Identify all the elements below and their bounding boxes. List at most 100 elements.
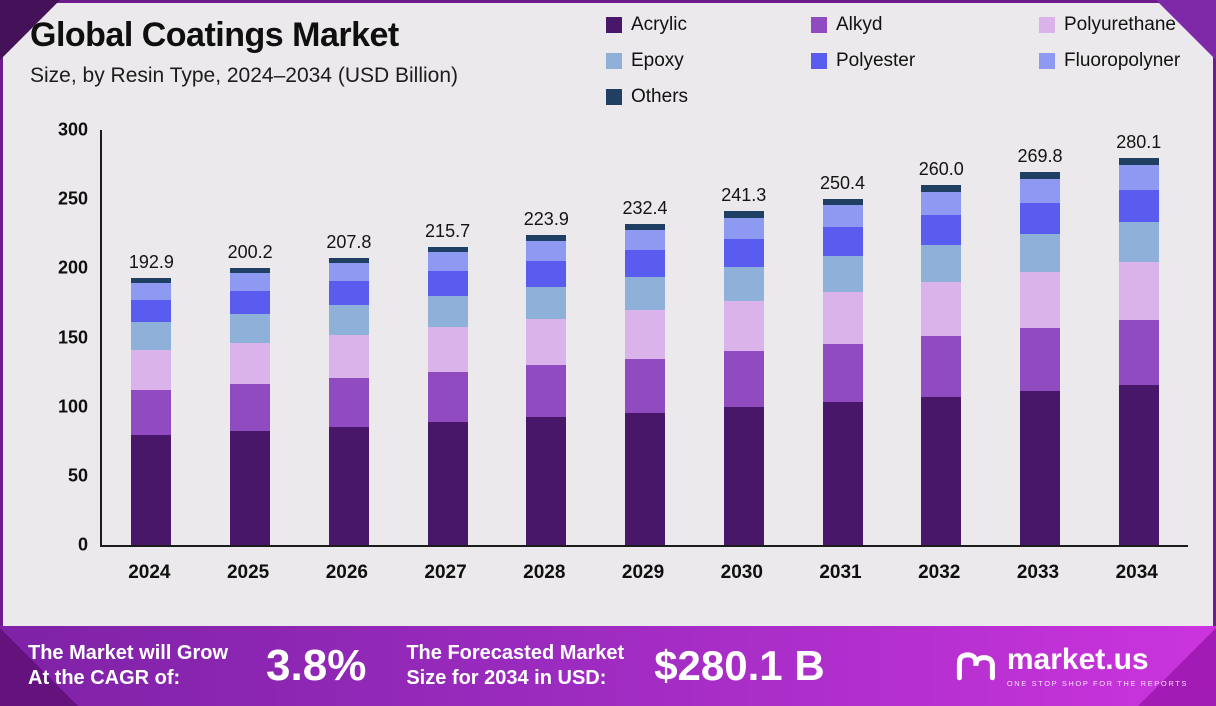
legend-item-acrylic: Acrylic: [606, 14, 811, 36]
bar-segment-acrylic: [1019, 391, 1060, 545]
bar-segment-epoxy: [723, 266, 764, 302]
bar-segment-acrylic: [822, 402, 863, 545]
brand-logo: market.us ONE STOP SHOP FOR THE REPORTS: [953, 642, 1188, 691]
bar-segment-epoxy: [1019, 233, 1060, 273]
bar-total-label: 192.9: [128, 252, 174, 273]
legend-label: Fluoropolyner: [1064, 50, 1181, 71]
footer-banner: The Market will Grow At the CAGR of: 3.8…: [0, 626, 1216, 706]
bar-segment-polyurethane: [1118, 262, 1159, 321]
bar-total-label: 269.8: [1017, 145, 1063, 166]
bar-segment-polyurethane: [328, 335, 369, 379]
bar-segment-polyurethane: [822, 291, 863, 344]
bar-segment-fluoropolyner: [723, 217, 764, 239]
forecast-value: $280.1 B: [654, 642, 825, 689]
bar-segment-alkyd: [131, 390, 172, 435]
x-axis-label: 2033: [1016, 562, 1060, 583]
stacked-bar: [723, 211, 764, 545]
stacked-bar: [131, 278, 172, 545]
bar-segment-polyurethane: [1019, 272, 1060, 329]
legend-swatch: [1039, 17, 1055, 33]
corner-decoration-top-left: [0, 0, 60, 60]
legend-swatch: [1039, 53, 1055, 69]
bar-segment-others: [921, 185, 962, 193]
bar-segment-others: [1118, 157, 1159, 165]
legend-swatch: [606, 17, 622, 33]
legend-label: Acrylic: [631, 14, 687, 35]
bar-segment-polyester: [723, 239, 764, 267]
bar-segment-epoxy: [822, 256, 863, 292]
x-axis-label: 2028: [523, 562, 566, 583]
forecast-label: The Forecasted Market Size for 2034 in U…: [406, 641, 624, 691]
bar-segment-acrylic: [526, 417, 567, 545]
bar-segment-fluoropolyner: [328, 263, 369, 282]
forecast-label-line2: Size for 2034 in USD:: [406, 667, 607, 689]
y-tick-label: 100: [57, 396, 88, 417]
bar-total-label: 241.3: [721, 185, 767, 206]
bar-group: 223.9: [497, 130, 596, 545]
x-axis-label: 2030: [720, 562, 763, 583]
bar-group: 200.2: [201, 130, 300, 545]
bar-segment-acrylic: [230, 430, 271, 545]
bar-segment-polyurethane: [131, 350, 172, 391]
bar-segment-polyester: [625, 250, 666, 277]
bar-segment-fluoropolyner: [1118, 165, 1159, 190]
bar-segment-polyurethane: [921, 282, 962, 337]
bar-segment-fluoropolyner: [131, 283, 172, 301]
bar-group: 241.3: [694, 130, 793, 545]
x-axis-label: 2034: [1115, 562, 1158, 583]
corner-decoration-bottom-right: [1138, 628, 1216, 706]
x-axis-label: 2031: [819, 562, 862, 583]
stacked-bar: [526, 235, 567, 545]
bar-segment-alkyd: [1118, 320, 1159, 386]
forecast-label-line1: The Forecasted Market: [406, 642, 625, 664]
corner-decoration-top-right: [1156, 0, 1216, 60]
bar-total-label: 260.0: [918, 159, 964, 180]
brand-name: market.us: [1006, 642, 1149, 676]
bar-segment-acrylic: [921, 396, 962, 545]
bar-group: 250.4: [793, 130, 892, 545]
stacked-bar: [1118, 157, 1159, 545]
bar-segment-epoxy: [1118, 221, 1159, 263]
bar-segment-polyester: [822, 227, 863, 257]
bar-segment-polyester: [1118, 189, 1159, 222]
page-title: Global Coatings Market: [30, 16, 399, 54]
legend-item-polyester: Polyester: [811, 50, 1039, 72]
bar-segment-others: [723, 211, 764, 218]
legend-swatch: [811, 53, 827, 69]
page-subtitle: Size, by Resin Type, 2024–2034 (USD Bill…: [30, 64, 459, 87]
legend-swatch: [811, 17, 827, 33]
bar-segment-alkyd: [723, 351, 764, 408]
bar-segment-epoxy: [526, 286, 567, 319]
bar-segment-fluoropolyner: [921, 192, 962, 216]
bar-group: 192.9: [102, 130, 201, 545]
y-axis: 0 50 100 150 200 250 300: [18, 120, 88, 555]
bar-segment-fluoropolyner: [230, 273, 271, 292]
x-axis-label: 2027: [424, 562, 467, 583]
bar-total-label: 223.9: [523, 209, 569, 230]
legend-item-polyurethane: Polyurethane: [1039, 14, 1216, 36]
bar-groups: 192.9 200.2 207.8 215.7 223.9 232.4 241.3 250.4…: [102, 130, 1188, 545]
stacked-bar: [328, 257, 369, 545]
bar-group: 280.1: [1089, 130, 1188, 545]
legend-item-epoxy: Epoxy: [606, 50, 811, 72]
y-tick-label: 250: [57, 188, 88, 209]
bar-segment-fluoropolyner: [526, 241, 567, 261]
bar-segment-acrylic: [328, 426, 369, 545]
bar-segment-others: [230, 268, 271, 274]
legend-label: Polyurethane: [1064, 14, 1176, 35]
brand-tagline: ONE STOP SHOP FOR THE REPORTS: [1006, 678, 1188, 688]
legend: Acrylic Alkyd Polyurethane Epoxy Polyester Fl…: [606, 14, 1216, 108]
x-axis-label: 2024: [128, 562, 171, 583]
bar-total-label: 215.7: [425, 220, 471, 241]
bar-segment-alkyd: [230, 384, 271, 431]
bar-segment-acrylic: [723, 407, 764, 545]
stacked-bar: [822, 198, 863, 545]
bar-segment-polyester: [1019, 202, 1060, 234]
bar-segment-epoxy: [427, 296, 468, 328]
bar-segment-fluoropolyner: [822, 205, 863, 228]
stacked-bar: [427, 246, 468, 545]
bar-segment-others: [625, 223, 666, 230]
bar-segment-others: [526, 235, 567, 242]
bar-segment-alkyd: [822, 343, 863, 403]
